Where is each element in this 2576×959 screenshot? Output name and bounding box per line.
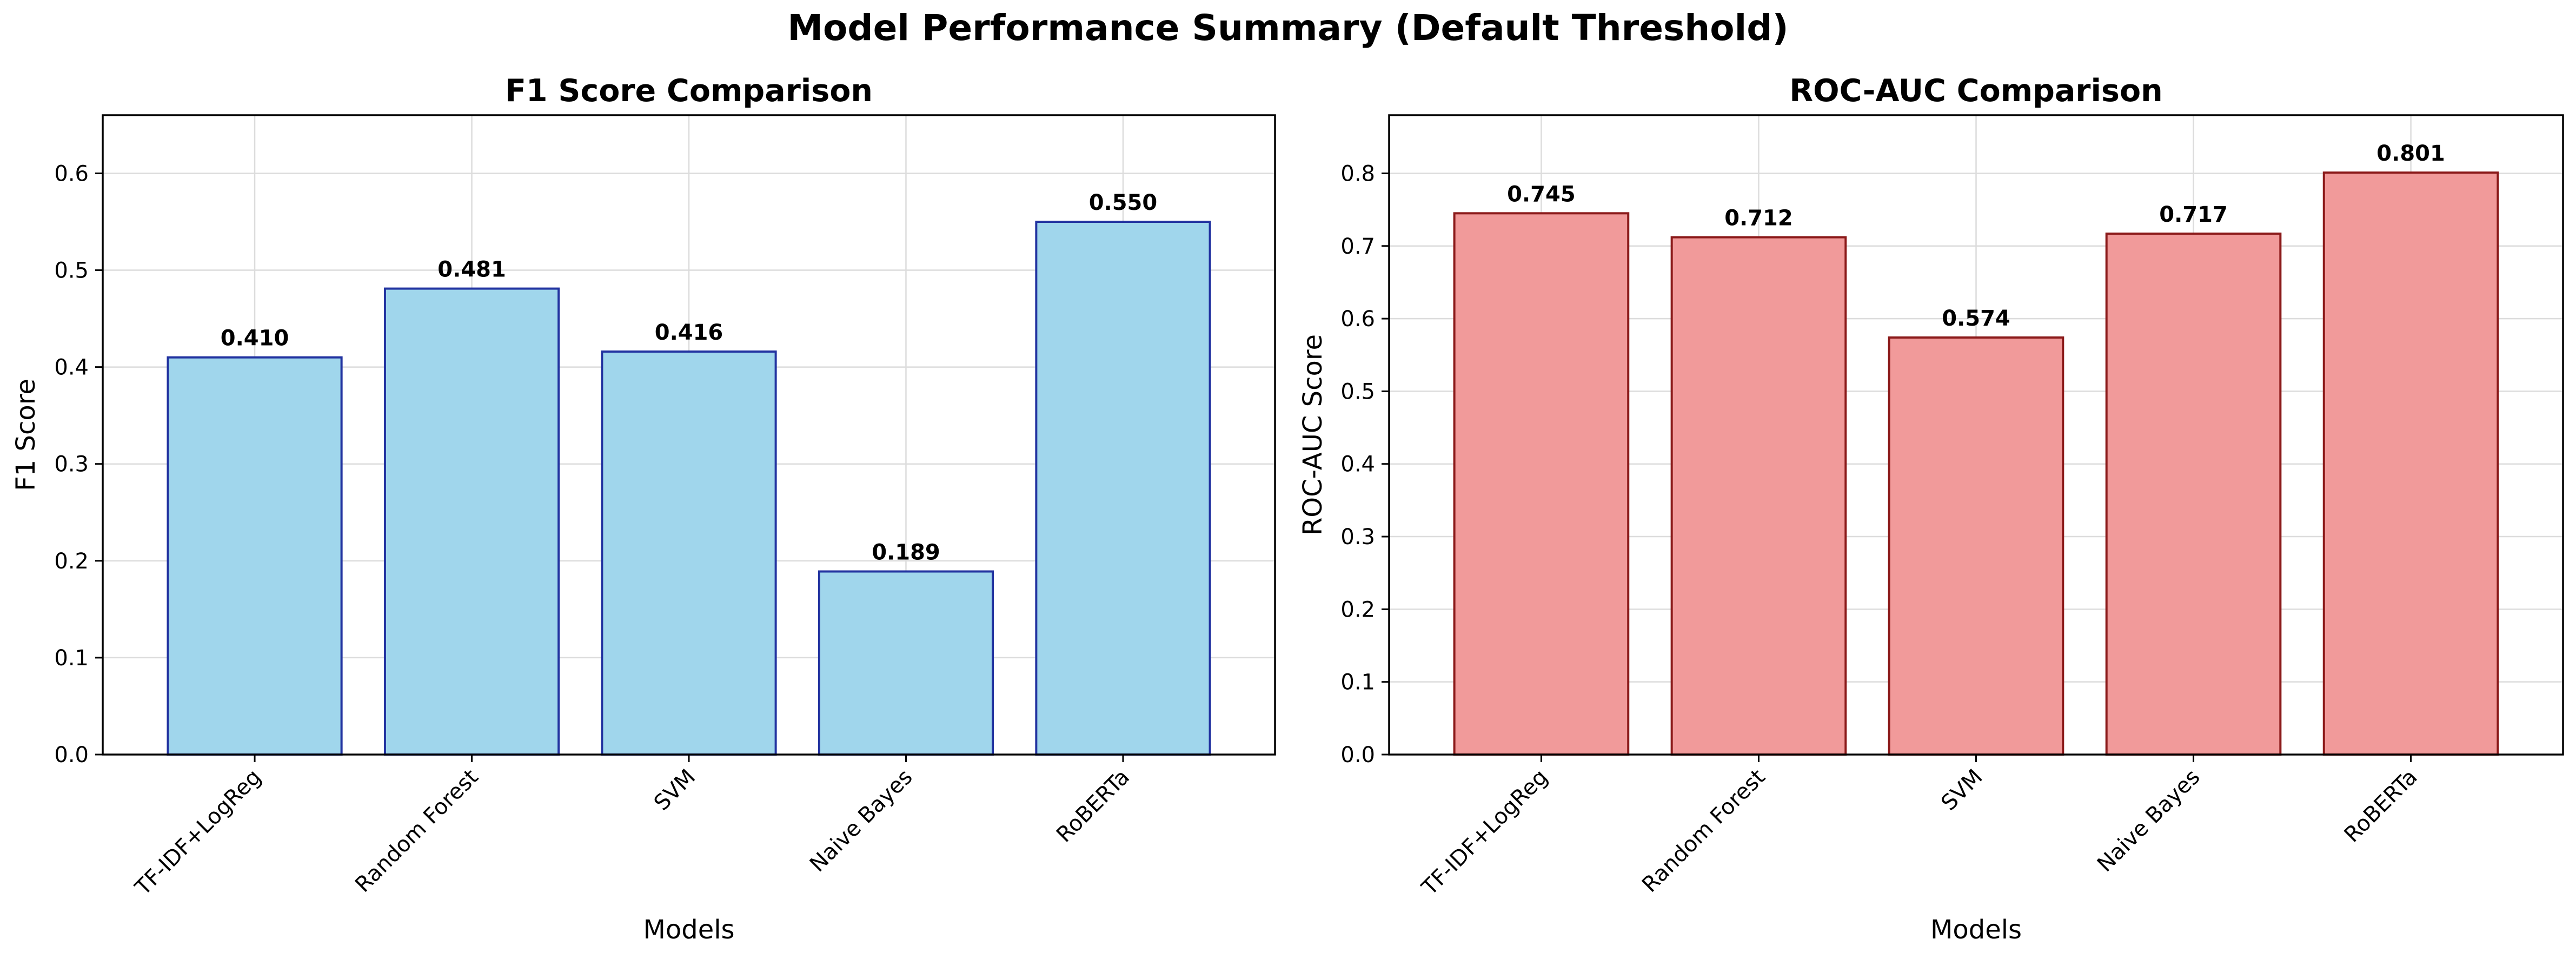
- roc-auc-bar: [1670, 236, 1847, 756]
- roc-auc-y-tick-label: 0.4: [1340, 452, 1375, 477]
- roc-auc-y-tick-label: 0.5: [1340, 379, 1375, 404]
- f1-y-tick-label: 0.1: [54, 646, 89, 671]
- f1-score-chart: 0.410 0.481 0.416 0.189 0.550 0.0 0.1 0.2 0.3 0.4…: [11, 73, 1276, 945]
- f1-bar: [1035, 221, 1211, 756]
- roc-auc-value-label: 0.745: [1507, 182, 1576, 207]
- roc-auc-y-axis-label: ROC-AUC Score: [1298, 334, 1328, 535]
- roc-auc-chart: 0.745 0.712 0.574 0.717 0.801 0.0 0.1 0.2 0.3 0.4…: [1298, 73, 2564, 945]
- f1-bar: [818, 570, 994, 756]
- roc-auc-y-tick-label: 0.3: [1340, 525, 1375, 550]
- roc-auc-y-tick-label: 0.7: [1340, 234, 1375, 259]
- roc-auc-bar: [1453, 212, 1630, 756]
- f1-value-label: 0.416: [655, 320, 723, 345]
- f1-value-label: 0.481: [437, 257, 506, 282]
- roc-auc-value-label: 0.712: [1724, 206, 1793, 231]
- f1-x-axis-label: Models: [643, 915, 734, 945]
- f1-chart-title: F1 Score Comparison: [505, 73, 873, 109]
- roc-auc-x-axis-label: Models: [1930, 915, 2022, 945]
- f1-y-tick-label: 0.3: [54, 452, 89, 477]
- roc-auc-y-tick-label: 0.6: [1340, 307, 1375, 332]
- roc-auc-bar: [2322, 171, 2499, 756]
- roc-auc-value-label: 0.574: [1942, 306, 2010, 331]
- roc-auc-y-tick-label: 0.0: [1340, 743, 1375, 768]
- f1-y-tick-label: 0.0: [54, 743, 89, 768]
- roc-auc-bar: [1888, 336, 2064, 756]
- f1-y-axis-label: F1 Score: [11, 379, 41, 491]
- figure-suptitle: Model Performance Summary (Default Thres…: [787, 7, 1788, 49]
- roc-auc-chart-title: ROC-AUC Comparison: [1789, 73, 2162, 109]
- f1-bar: [383, 287, 560, 756]
- f1-value-label: 0.189: [872, 540, 940, 565]
- roc-auc-y-tick-label: 0.1: [1340, 670, 1375, 695]
- roc-auc-value-label: 0.801: [2376, 141, 2445, 166]
- roc-auc-y-tick-label: 0.2: [1340, 597, 1375, 622]
- f1-bar: [167, 356, 343, 756]
- roc-auc-y-tick-label: 0.8: [1340, 161, 1375, 186]
- f1-y-tick-label: 0.6: [54, 161, 89, 186]
- f1-y-tick-label: 0.5: [54, 259, 89, 283]
- f1-y-tick-label: 0.4: [54, 355, 89, 380]
- roc-auc-value-label: 0.717: [2159, 202, 2228, 227]
- f1-y-tick-label: 0.2: [54, 549, 89, 574]
- roc-auc-bar: [2105, 232, 2282, 756]
- f1-value-label: 0.550: [1089, 190, 1158, 215]
- f1-bar: [601, 350, 777, 756]
- f1-value-label: 0.410: [221, 326, 289, 351]
